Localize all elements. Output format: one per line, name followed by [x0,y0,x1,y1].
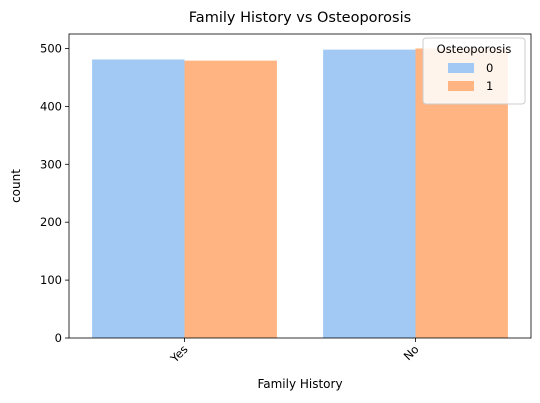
y-tick-label: 400 [40,99,62,113]
y-axis-label: count [9,169,23,203]
y-tick-label: 200 [40,215,62,229]
y-tick-label: 300 [40,157,62,171]
bar-yes-osteoporosis-0 [92,59,185,339]
legend: Osteoporosis 0 1 [422,37,526,105]
y-tick-label: 500 [40,41,62,55]
y-axis: 0 100 200 300 400 500 [40,41,69,345]
legend-swatch-1 [448,81,474,91]
plot-frame [68,33,532,339]
legend-swatch-0 [448,63,474,73]
x-axis: Yes No [167,338,422,366]
bar-yes-osteoporosis-1 [184,60,277,338]
legend-label-1: 1 [486,79,493,93]
bar-no-osteoporosis-0 [323,49,416,339]
legend-label-0: 0 [486,61,493,75]
x-tick-label-no: No [401,342,422,363]
y-tick-label: 0 [55,331,62,345]
legend-title: Osteoporosis [437,42,512,56]
x-tick-label-yes: Yes [167,342,191,366]
y-tick-label: 100 [40,273,62,287]
chart-title: Family History vs Osteoporosis [189,10,411,26]
x-axis-label: Family History [257,377,342,391]
